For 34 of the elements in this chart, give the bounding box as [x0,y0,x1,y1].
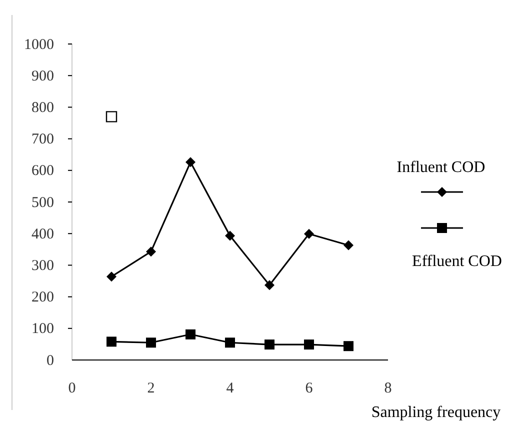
point [225,230,235,241]
x-tick-label: 4 [226,380,234,397]
y-tick-label: 100 [32,321,54,338]
y-tick-label: 400 [32,226,54,242]
y-tick-label: 600 [32,163,54,180]
point [264,280,274,290]
point [146,246,156,257]
point [106,111,118,122]
x-axis-title: Sampling frequency [371,404,501,421]
point [304,340,314,350]
point [106,272,116,282]
point [146,338,156,348]
x-tick-label: 2 [147,380,155,397]
y-tick-label: 200 [32,290,54,306]
y-tick-label: 300 [32,258,54,274]
y-tick-label: 800 [32,100,54,116]
point [225,338,235,348]
y-tick-label: 500 [32,194,54,211]
y-tick-label: 700 [32,132,54,148]
text: Effluent COD [412,253,502,270]
y-tick-label: 0 [46,352,54,369]
x-tick-label: 8 [384,380,392,397]
point [186,157,196,168]
point [344,341,354,352]
y-tick-label: 900 [32,68,54,84]
x-tick-label: 6 [305,380,314,397]
text: Influent COD [396,159,486,176]
y-tick-label: 1000 [24,36,54,53]
point [106,336,116,347]
point [264,340,274,350]
x-tick-label: 0 [68,380,76,397]
point [304,228,314,239]
point [344,240,354,250]
point [186,329,196,340]
